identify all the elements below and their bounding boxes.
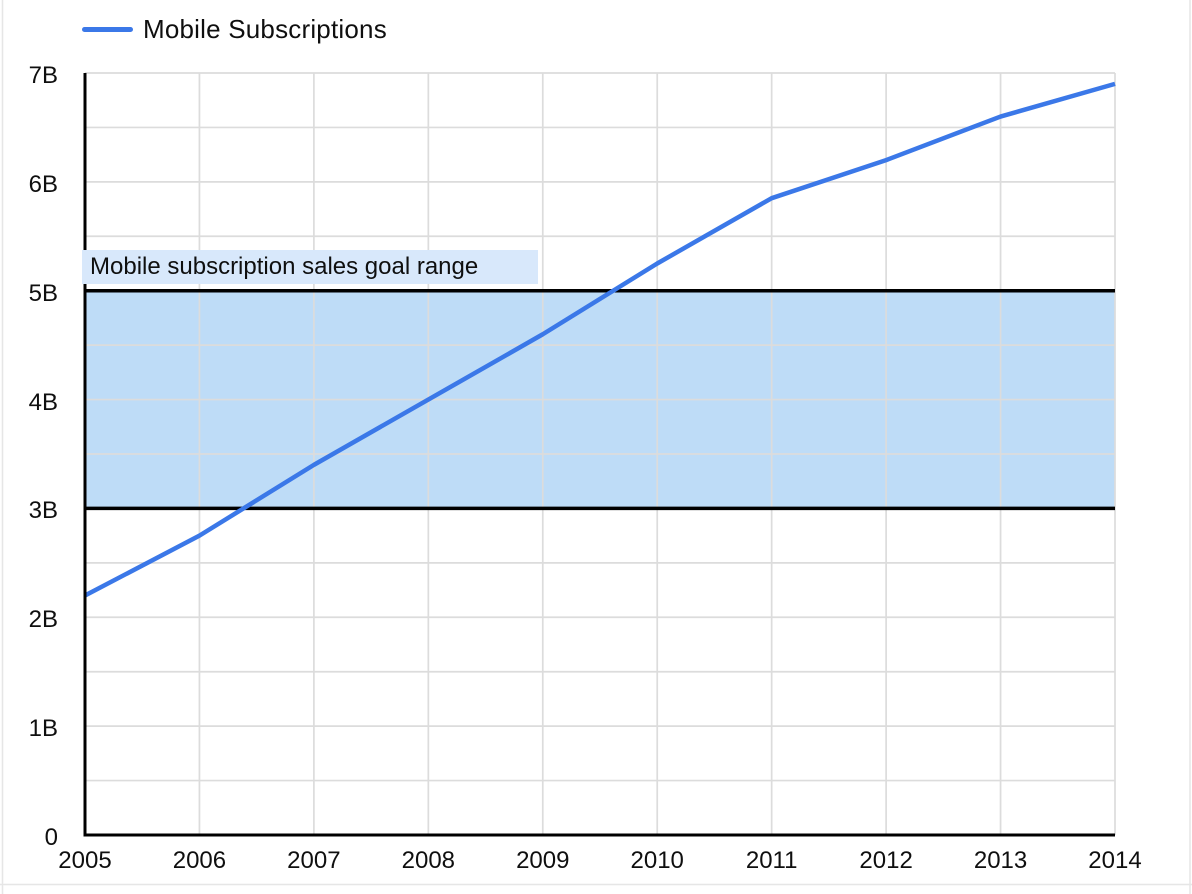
y-tick-label: 1B: [28, 715, 58, 743]
x-tick-label: 2008: [401, 847, 456, 874]
y-tick-label: 7B: [28, 62, 58, 89]
x-tick-label: 2006: [172, 847, 227, 874]
series-color-swatch: [82, 26, 133, 32]
x-tick-label: 2009: [516, 847, 570, 874]
y-tick-label: 6B: [28, 170, 58, 198]
series-line: [83, 81, 1116, 598]
y-tick-label: 3B: [28, 497, 58, 525]
y-tick-label: 4B: [28, 388, 58, 416]
y-tick-label: 5B: [28, 279, 58, 307]
x-tick-label: 2010: [630, 847, 684, 874]
x-tick-label: 2012: [859, 847, 913, 874]
legend-label: Mobile Subscriptions: [143, 13, 387, 44]
y-tick-label: 2B: [28, 606, 58, 634]
x-tick-label: 2005: [58, 847, 112, 874]
legend: Mobile Subscriptions: [82, 13, 387, 44]
goal-range-label: Mobile subscription sales goal range: [82, 250, 538, 284]
x-tick-label: 2014: [1088, 847, 1142, 874]
x-tick-label: 2011: [745, 847, 798, 874]
x-tick-label: 2013: [973, 847, 1028, 874]
x-tick-label: 2007: [287, 847, 341, 874]
y-tick-label: 0: [44, 824, 58, 851]
